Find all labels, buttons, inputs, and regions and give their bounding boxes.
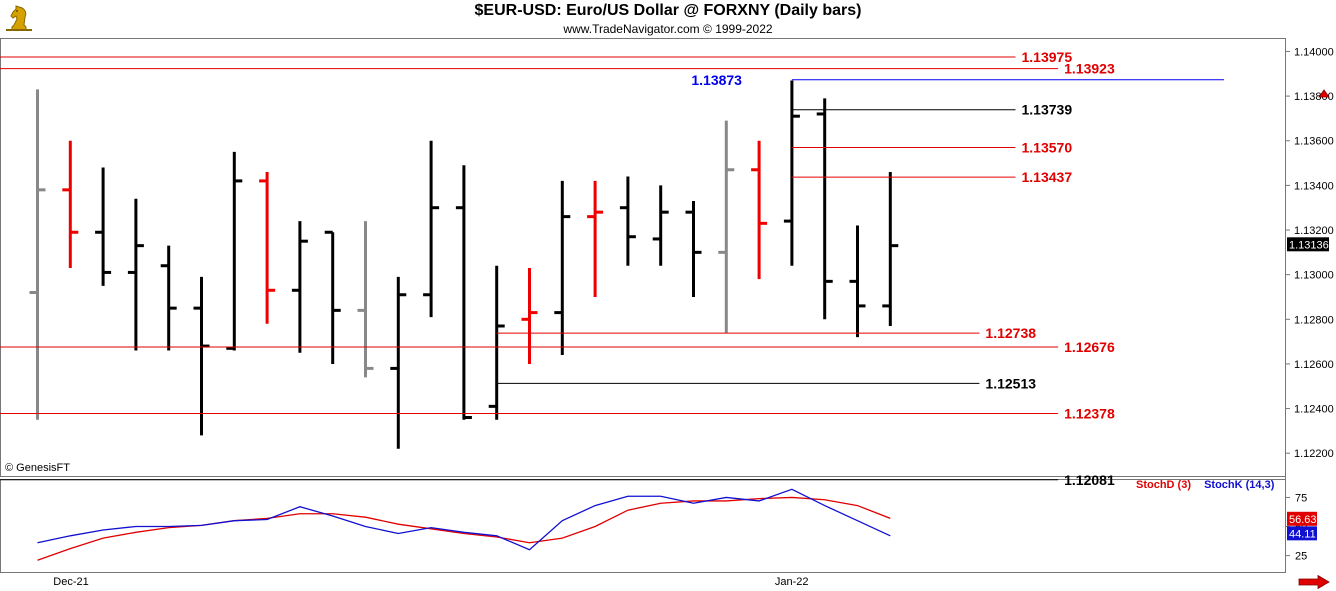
level-label: 1.13437	[1022, 169, 1073, 185]
stoch-tick-label: 75	[1295, 492, 1307, 504]
ohlc-bar	[554, 180, 571, 356]
price-tick-label: 1.12600	[1294, 359, 1334, 371]
level-label: 1.12676	[1064, 339, 1115, 355]
x-axis-label: Dec-21	[53, 576, 89, 588]
ohlc-bar	[751, 140, 768, 280]
ohlc-bar	[324, 230, 341, 364]
last-price-label: 1.13136	[1289, 239, 1329, 251]
ohlc-bar	[423, 140, 440, 318]
level-label: 1.12378	[1064, 405, 1115, 421]
level-label: 1.12738	[985, 325, 1036, 341]
scroll-up-icon[interactable]	[1318, 88, 1330, 98]
level-label: 1.12513	[985, 375, 1036, 391]
level-label: 1.13739	[1022, 102, 1073, 118]
chart-subtitle: www.TradeNavigator.com © 1999-2022	[563, 22, 773, 36]
ohlc-bar	[619, 176, 636, 266]
ohlc-bar	[95, 167, 112, 286]
legend-stochk: StochK (14,3)	[1204, 479, 1275, 491]
ohlc-bar	[226, 151, 243, 351]
stochd-tag-label: 56.63	[1289, 514, 1317, 526]
price-tick-label: 1.12800	[1294, 314, 1334, 326]
last-value-tags: 1.13136 56.63 44.11	[1287, 237, 1329, 541]
price-tick-label: 1.14000	[1294, 46, 1334, 58]
legend-stochd: StochD (3)	[1136, 479, 1191, 491]
level-label: 1.13873	[691, 72, 742, 88]
price-tick-label: 1.13400	[1294, 180, 1334, 192]
stochd-tag	[1287, 511, 1317, 526]
ohlc-bar	[390, 276, 407, 449]
ohlc-bar	[521, 267, 538, 364]
ohlc-bar	[488, 265, 505, 420]
data-credit: © GenesisFT	[5, 462, 70, 474]
price-tick-label: 1.12400	[1294, 404, 1334, 416]
ohlc-bar	[587, 180, 604, 297]
stochd-line	[37, 496, 891, 561]
x-axis-label: Jan-22	[774, 576, 809, 588]
ohlc-bar	[718, 120, 735, 333]
price-tick-label: 1.13200	[1294, 225, 1334, 237]
stoch-tick-label: 25	[1295, 551, 1307, 563]
ohlc-bar	[291, 221, 308, 353]
ohlc-bar	[357, 221, 374, 378]
last-price-tag	[1287, 237, 1329, 252]
ohlc-bar	[127, 198, 144, 351]
ohlc-bar	[62, 140, 79, 268]
level-label: 1.13570	[1022, 139, 1073, 155]
level-label: 1.12081	[1064, 472, 1115, 488]
ohlc-bar	[29, 89, 46, 420]
ohlc-bar	[882, 171, 899, 326]
ohlc-bar	[849, 225, 866, 338]
chart-title: $EUR-USD: Euro/US Dollar @ FORXNY (Daily…	[474, 2, 862, 19]
level-label: 1.13975	[1022, 49, 1073, 65]
ohlc-bar	[816, 98, 833, 320]
ohlc-bar	[160, 245, 177, 351]
ohlc-bar	[193, 276, 210, 436]
red-right-arrow-icon[interactable]	[1298, 575, 1330, 589]
stochk-tag-label: 44.11	[1289, 528, 1316, 540]
ohlc-bar	[455, 165, 472, 420]
level-label: 1.13923	[1064, 61, 1115, 77]
ohlc-bar	[783, 80, 800, 266]
price-tick-label: 1.12200	[1294, 448, 1334, 460]
price-tick-label: 1.13600	[1294, 136, 1334, 148]
price-axis: 1.140001.138001.136001.134001.132001.130…	[1285, 46, 1334, 460]
ohlc-bars	[29, 80, 899, 449]
stochastic-lines	[37, 488, 891, 561]
ohlc-bar	[259, 171, 276, 324]
stochk-line	[37, 488, 891, 551]
stochk-tag	[1287, 526, 1317, 541]
ohlc-bar	[652, 185, 669, 266]
ohlc-bar	[685, 201, 702, 297]
stochastic-legend: StochD (3) StochK (14,3)	[1136, 479, 1274, 491]
gold-chess-knight-icon[interactable]	[4, 3, 34, 33]
price-tick-label: 1.13000	[1294, 270, 1334, 282]
